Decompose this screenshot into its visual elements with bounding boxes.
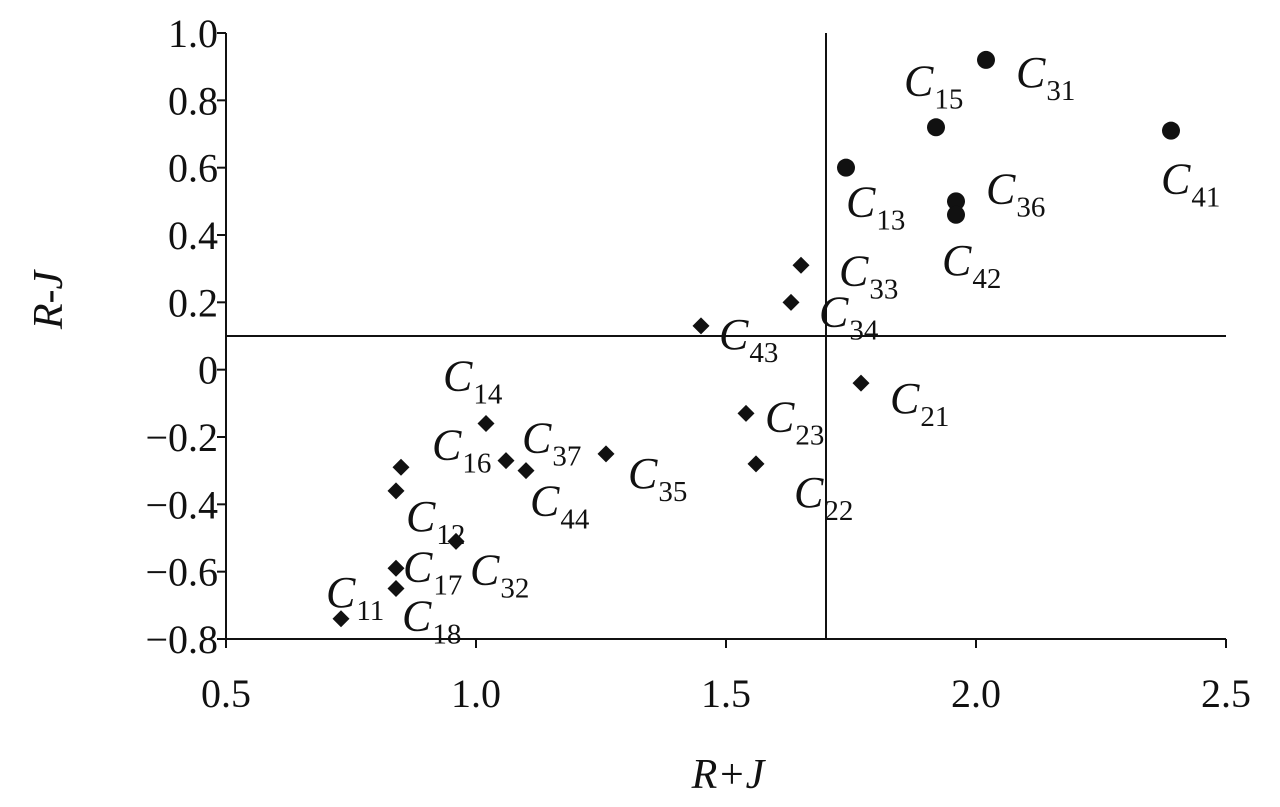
x-tick-labels: 0.5 1.0 1.5 2.0 2.5 <box>201 639 1251 716</box>
point-marker-c17 <box>387 559 405 577</box>
point-marker-c32 <box>447 532 465 550</box>
x-tick-label: 1.0 <box>451 671 501 716</box>
point-label-c14: C14 <box>443 352 503 411</box>
point-marker-c18 <box>387 580 405 597</box>
y-tick-label: −0.2 <box>145 415 218 460</box>
point-marker-c23 <box>737 404 755 422</box>
y-tick-label: −0.4 <box>145 482 218 527</box>
point-label-c16: C16 <box>432 420 491 479</box>
y-axis-title: R-J <box>26 269 72 331</box>
point-label-c22: C22 <box>794 468 853 527</box>
point-label-c18: C18 <box>402 592 461 651</box>
y-tick-label: 0.8 <box>168 78 218 123</box>
y-tick-label: −0.8 <box>145 617 218 662</box>
x-axis-title: R+J <box>691 752 767 798</box>
point-marker-c16 <box>392 458 410 476</box>
point-marker-c22 <box>747 455 765 473</box>
point-label-c15: C15 <box>904 56 963 115</box>
point-label-c21: C21 <box>890 374 949 433</box>
y-tick-label: 0 <box>198 348 218 393</box>
point-marker-c11 <box>332 610 350 628</box>
point-marker-c44 <box>517 462 535 480</box>
point-marker-c41 <box>1162 121 1180 140</box>
y-tick-label: 1.0 <box>168 11 218 56</box>
point-label-c12: C12 <box>406 492 465 551</box>
x-tick-label: 1.5 <box>701 671 751 716</box>
y-tick-label: −0.6 <box>145 550 218 595</box>
point-label-c23: C23 <box>765 392 824 451</box>
point-marker-c13 <box>837 158 855 177</box>
point-marker-c33 <box>792 256 810 274</box>
point-marker-c14 <box>477 415 495 433</box>
point-label-c35: C35 <box>628 449 687 508</box>
point-marker-c43 <box>692 317 710 335</box>
x-tick-label: 2.5 <box>1201 671 1251 716</box>
point-marker-c31 <box>977 50 995 69</box>
x-tick-label: 2.0 <box>951 671 1001 716</box>
point-marker-c12 <box>387 482 405 500</box>
point-label-c43: C43 <box>719 310 778 369</box>
point-marker-c21 <box>852 374 870 392</box>
y-tick-label: 0.2 <box>168 280 218 325</box>
point-label-c32: C32 <box>470 545 529 604</box>
point-label-c31: C31 <box>1016 48 1075 107</box>
point-label-c33: C33 <box>839 246 898 305</box>
point-marker-c42 <box>947 205 965 224</box>
point-label-c11: C11 <box>326 568 384 627</box>
y-tick-label: 0.6 <box>168 146 218 191</box>
reference-lines <box>226 33 1226 639</box>
y-tick-labels: −0.8 −0.6 −0.4 −0.2 0 0.2 0.4 0.6 0.8 1.0 <box>145 11 226 662</box>
point-label-c13: C13 <box>846 178 905 237</box>
point-marker-c15 <box>927 118 945 137</box>
point-marker-c36 <box>947 192 965 211</box>
point-label-c42: C42 <box>942 236 1001 295</box>
point-marker-c34 <box>782 293 800 311</box>
point-label-c37: C37 <box>522 414 581 473</box>
y-tick-label: 0.4 <box>168 213 218 258</box>
point-label-c41: C41 <box>1161 155 1220 214</box>
point-marker-c35 <box>597 445 615 463</box>
point-label-c44: C44 <box>530 477 590 536</box>
data-markers <box>332 50 1180 628</box>
point-marker-c37 <box>497 452 515 470</box>
point-label-c34: C34 <box>819 287 879 346</box>
point-label-c17: C17 <box>403 542 462 601</box>
point-label-c36: C36 <box>986 164 1045 223</box>
x-tick-label: 0.5 <box>201 671 251 716</box>
